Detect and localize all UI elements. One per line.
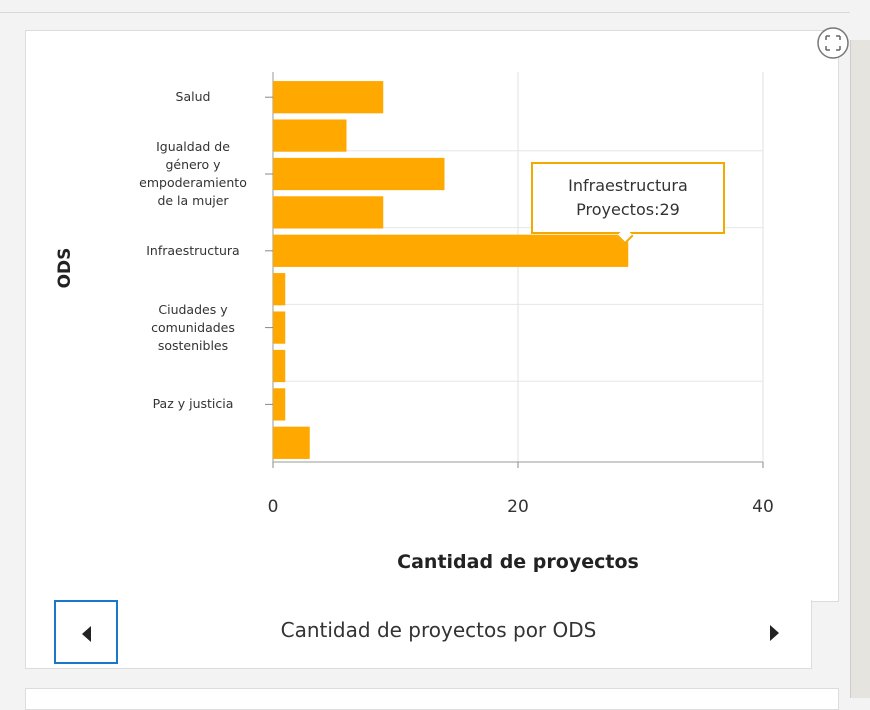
chart-panel xyxy=(25,30,839,602)
bar xyxy=(273,311,286,344)
x-tick-label: 40 xyxy=(752,497,774,517)
footer-title: Cantidad de proyectos por ODS xyxy=(280,618,597,642)
map-edge xyxy=(850,40,870,698)
y-tick-label: Infraestructura xyxy=(146,242,240,258)
bar xyxy=(273,157,445,191)
divider xyxy=(0,12,850,13)
prev-button[interactable] xyxy=(54,600,118,664)
bar xyxy=(273,119,347,152)
expand-button[interactable] xyxy=(817,27,849,59)
tooltip-title: Infraestructura xyxy=(568,176,688,195)
bottom-panel xyxy=(25,688,839,710)
bar xyxy=(273,234,629,267)
bar xyxy=(273,349,286,383)
bar xyxy=(273,81,384,114)
y-tick-label: Igualdad de género y empoderamiento de l… xyxy=(139,139,247,208)
x-axis-title: Cantidad de proyectos xyxy=(397,551,639,573)
tooltip: Infraestructura Proyectos:29 xyxy=(531,162,725,234)
tooltip-text: Proyectos:29 xyxy=(576,200,680,219)
y-tick-label: Salud xyxy=(175,89,211,105)
y-axis-title: ODS xyxy=(55,248,75,289)
bar xyxy=(273,388,286,421)
x-tick-label: 20 xyxy=(507,497,529,517)
y-tick-label: Paz y justicia xyxy=(152,396,234,412)
x-tick-label: 0 xyxy=(268,497,279,517)
footer: Cantidad de proyectos por ODS xyxy=(25,600,812,669)
y-tick-label: Ciudades y comunidades sostenibles xyxy=(151,301,235,353)
bar xyxy=(273,273,286,306)
chart: ODS Cantidad de proyectos 0 20 40 xyxy=(55,27,849,573)
bar xyxy=(273,196,384,229)
prev-icon xyxy=(82,626,91,642)
bar xyxy=(273,426,310,459)
